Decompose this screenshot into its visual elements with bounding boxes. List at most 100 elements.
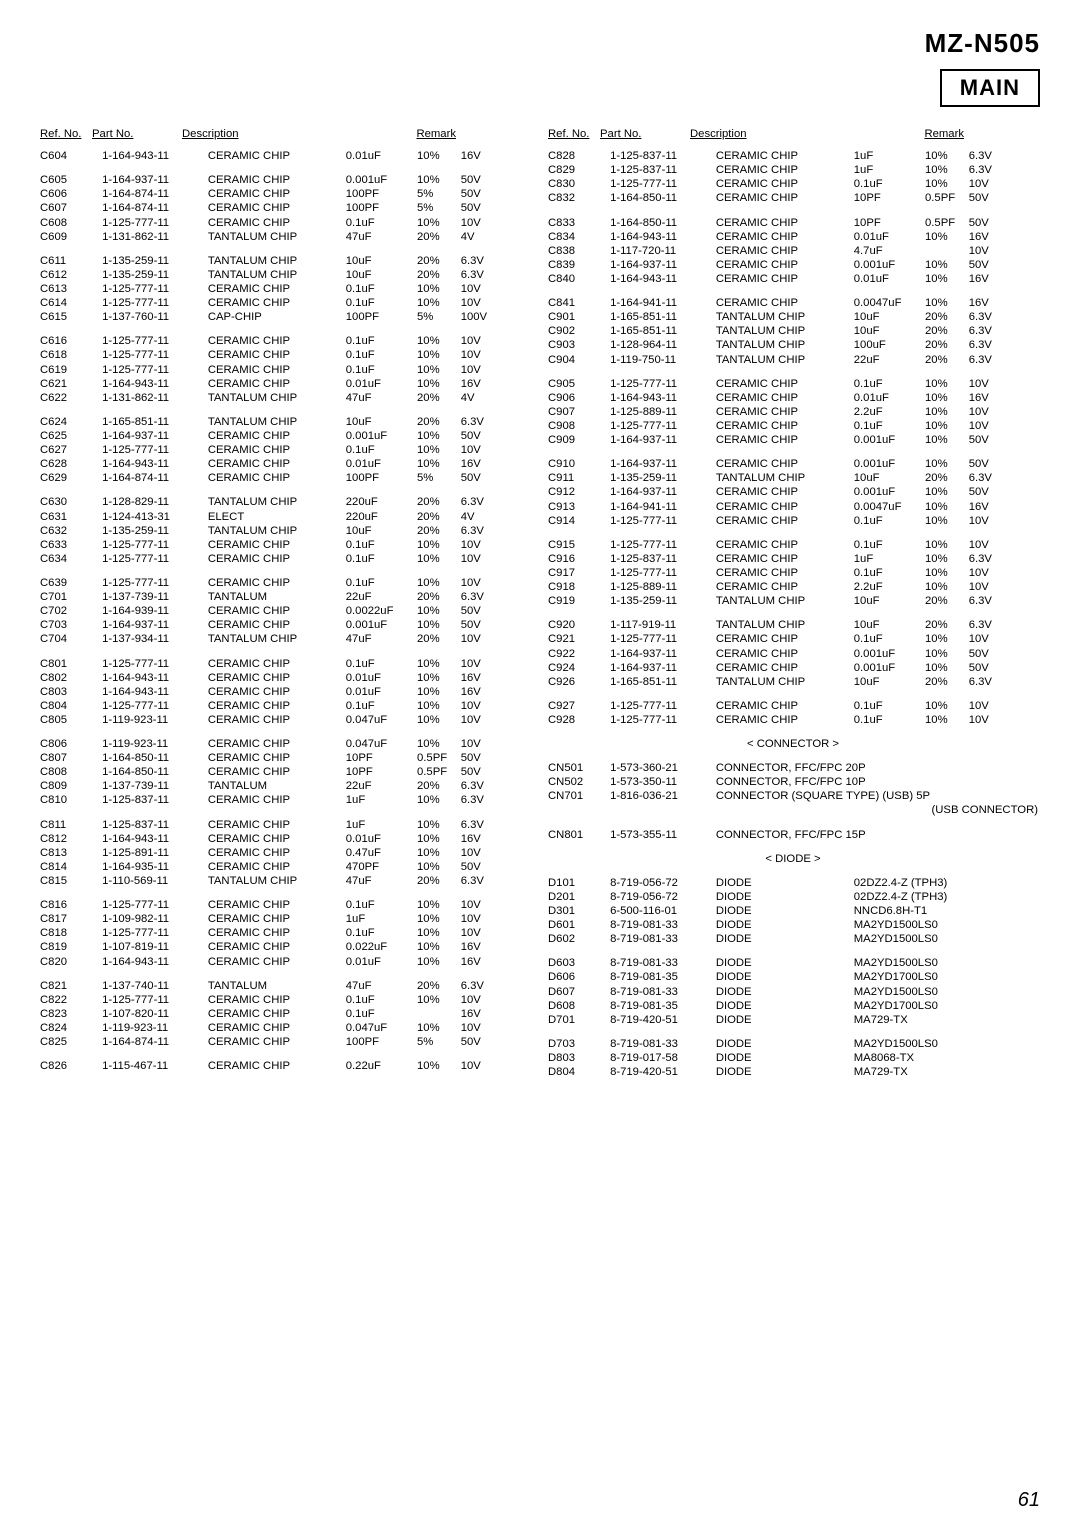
table-row: C7031-164-937-11CERAMIC CHIP0.001uF10%50…: [40, 618, 532, 632]
table-row: C6321-135-259-11TANTALUM CHIP10uF20%6.3V: [40, 524, 532, 538]
table-row: C6311-124-413-31ELECT220uF20%4V: [40, 510, 532, 524]
table-row: C8031-164-943-11CERAMIC CHIP0.01uF10%16V: [40, 685, 532, 699]
table-row: C9061-164-943-11CERAMIC CHIP0.01uF10%16V: [548, 391, 1040, 405]
table-row: CN8011-573-355-11CONNECTOR, FFC/FPC 15P: [548, 828, 1040, 842]
table-row: C8151-110-569-11TANTALUM CHIP47uF20%6.3V: [40, 874, 532, 888]
table-row: D6078-719-081-33DIODEMA2YD1500LS0: [548, 985, 1040, 999]
hdr-desc: Description: [182, 127, 300, 141]
table-row: C9171-125-777-11CERAMIC CHIP0.1uF10%10V: [548, 566, 1040, 580]
table-row: D8048-719-420-51DIODEMA729-TX: [548, 1065, 1040, 1079]
table-row: C8171-109-982-11CERAMIC CHIP1uF10%10V: [40, 912, 532, 926]
table-row: C6091-131-862-11TANTALUM CHIP47uF20%4V: [40, 230, 532, 244]
table-row: C9041-119-750-11TANTALUM CHIP22uF20%6.3V: [548, 353, 1040, 367]
table-row: C7021-164-939-11CERAMIC CHIP0.0022uF10%5…: [40, 604, 532, 618]
table-row: C6081-125-777-11CERAMIC CHIP0.1uF10%10V: [40, 216, 532, 230]
table-row: C8331-164-850-11CERAMIC CHIP10PF0.5PF50V: [548, 216, 1040, 230]
hdr-part: Part No.: [92, 127, 182, 141]
table-row: C8121-164-943-11CERAMIC CHIP0.01uF10%16V: [40, 832, 532, 846]
section-label: < DIODE >: [548, 852, 1040, 866]
table-row: C6151-137-760-11CAP-CHIP100PF5%100V: [40, 310, 532, 324]
table-row: C6331-125-777-11CERAMIC CHIP0.1uF10%10V: [40, 538, 532, 552]
table-row: C9011-165-851-11TANTALUM CHIP10uF20%6.3V: [548, 310, 1040, 324]
table-row: C9091-164-937-11CERAMIC CHIP0.001uF10%50…: [548, 433, 1040, 447]
table-row: C8111-125-837-11CERAMIC CHIP1uF10%6.3V: [40, 818, 532, 832]
table-row: C8011-125-777-11CERAMIC CHIP0.1uF10%10V: [40, 657, 532, 671]
table-row: C6281-164-943-11CERAMIC CHIP0.01uF10%16V: [40, 457, 532, 471]
table-row: C6041-164-943-11CERAMIC CHIP0.01uF10%16V: [40, 149, 532, 163]
hdr-desc: Description: [690, 127, 808, 141]
table-row: C8021-164-943-11CERAMIC CHIP0.01uF10%16V: [40, 671, 532, 685]
table-row: C9071-125-889-11CERAMIC CHIP2.2uF10%10V: [548, 405, 1040, 419]
table-row: C9181-125-889-11CERAMIC CHIP2.2uF10%10V: [548, 580, 1040, 594]
table-row: C8261-115-467-11CERAMIC CHIP0.22uF10%10V: [40, 1059, 532, 1073]
right-column: Ref. No. Part No. Description Remark C82…: [548, 127, 1040, 1079]
page: MZ-N505 MAIN Ref. No. Part No. Descripti…: [0, 0, 1080, 1528]
table-row: C6191-125-777-11CERAMIC CHIP0.1uF10%10V: [40, 363, 532, 377]
table-row: C9211-125-777-11CERAMIC CHIP0.1uF10%10V: [548, 632, 1040, 646]
table-row: C8401-164-943-11CERAMIC CHIP0.01uF10%16V: [548, 272, 1040, 286]
table-row: C8181-125-777-11CERAMIC CHIP0.1uF10%10V: [40, 926, 532, 940]
table-row: C6121-135-259-11TANTALUM CHIP10uF20%6.3V: [40, 268, 532, 282]
right-table: C8281-125-837-11CERAMIC CHIP1uF10%6.3VC8…: [548, 149, 1040, 1079]
table-row: C8301-125-777-11CERAMIC CHIP0.1uF10%10V: [548, 177, 1040, 191]
table-row: D6068-719-081-35DIODEMA2YD1700LS0: [548, 970, 1040, 984]
table-row: D6018-719-081-33DIODEMA2YD1500LS0: [548, 918, 1040, 932]
table-row: C9021-165-851-11TANTALUM CHIP10uF20%6.3V: [548, 324, 1040, 338]
table-row: C8291-125-837-11CERAMIC CHIP1uF10%6.3V: [548, 163, 1040, 177]
table-row: C8091-137-739-11TANTALUM22uF20%6.3V: [40, 779, 532, 793]
table-row: C9201-117-919-11TANTALUM CHIP10uF20%6.3V: [548, 618, 1040, 632]
table-row: C8221-125-777-11CERAMIC CHIP0.1uF10%10V: [40, 993, 532, 1007]
table-row: C6271-125-777-11CERAMIC CHIP0.1uF10%10V: [40, 443, 532, 457]
table-row: C6131-125-777-11CERAMIC CHIP0.1uF10%10V: [40, 282, 532, 296]
table-row: C9051-125-777-11CERAMIC CHIP0.1uF10%10V: [548, 377, 1040, 391]
table-row: C9131-164-941-11CERAMIC CHIP0.0047uF10%1…: [548, 500, 1040, 514]
table-row: C9281-125-777-11CERAMIC CHIP0.1uF10%10V: [548, 713, 1040, 727]
table-row: D6038-719-081-33DIODEMA2YD1500LS0: [548, 956, 1040, 970]
table-row: C8131-125-891-11CERAMIC CHIP0.47uF10%10V: [40, 846, 532, 860]
table-row: CN7011-816-036-21CONNECTOR (SQUARE TYPE)…: [548, 789, 1040, 803]
table-row: C8381-117-720-11CERAMIC CHIP4.7uF10V: [548, 244, 1040, 258]
right-header: Ref. No. Part No. Description Remark: [548, 127, 1040, 141]
table-row: C8201-164-943-11CERAMIC CHIP0.01uF10%16V: [40, 955, 532, 969]
table-row: C6301-128-829-11TANTALUM CHIP220uF20%6.3…: [40, 495, 532, 509]
table-row: C8081-164-850-11CERAMIC CHIP10PF0.5PF50V: [40, 765, 532, 779]
table-row: C9271-125-777-11CERAMIC CHIP0.1uF10%10V: [548, 699, 1040, 713]
table-row: C6061-164-874-11CERAMIC CHIP100PF5%50V: [40, 187, 532, 201]
table-row: D7038-719-081-33DIODEMA2YD1500LS0: [548, 1037, 1040, 1051]
table-row: C9191-135-259-11TANTALUM CHIP10uF20%6.3V: [548, 594, 1040, 608]
table-row: C8101-125-837-11CERAMIC CHIP1uF10%6.3V: [40, 793, 532, 807]
table-row: C9031-128-964-11TANTALUM CHIP100uF20%6.3…: [548, 338, 1040, 352]
table-row: D6028-719-081-33DIODEMA2YD1500LS0: [548, 932, 1040, 946]
table-row: C9141-125-777-11CERAMIC CHIP0.1uF10%10V: [548, 514, 1040, 528]
hdr-ref: Ref. No.: [40, 127, 92, 141]
table-row: C6111-135-259-11TANTALUM CHIP10uF20%6.3V: [40, 254, 532, 268]
table-row: D1018-719-056-72DIODE02DZ2.4-Z (TPH3): [548, 876, 1040, 890]
table-row: C8321-164-850-11CERAMIC CHIP10PF0.5PF50V: [548, 191, 1040, 205]
table-row: C6251-164-937-11CERAMIC CHIP0.001uF10%50…: [40, 429, 532, 443]
table-row: C9241-164-937-11CERAMIC CHIP0.001uF10%50…: [548, 661, 1040, 675]
table-row: C6221-131-862-11TANTALUM CHIP47uF20%4V: [40, 391, 532, 405]
table-row: C6141-125-777-11CERAMIC CHIP0.1uF10%10V: [40, 296, 532, 310]
table-row: C6211-164-943-11CERAMIC CHIP0.01uF10%16V: [40, 377, 532, 391]
parts-columns: Ref. No. Part No. Description Remark C60…: [40, 127, 1040, 1079]
table-row: C8251-164-874-11CERAMIC CHIP100PF5%50V: [40, 1035, 532, 1049]
table-row: C6291-164-874-11CERAMIC CHIP100PF5%50V: [40, 471, 532, 485]
table-row: C6051-164-937-11CERAMIC CHIP0.001uF10%50…: [40, 173, 532, 187]
table-row: C6181-125-777-11CERAMIC CHIP0.1uF10%10V: [40, 348, 532, 362]
table-row: C9081-125-777-11CERAMIC CHIP0.1uF10%10V: [548, 419, 1040, 433]
table-row: D8038-719-017-58DIODEMA8068-TX: [548, 1051, 1040, 1065]
table-row: C9221-164-937-11CERAMIC CHIP0.001uF10%50…: [548, 647, 1040, 661]
table-row: C8391-164-937-11CERAMIC CHIP0.001uF10%50…: [548, 258, 1040, 272]
table-row: C9261-165-851-11TANTALUM CHIP10uF20%6.3V: [548, 675, 1040, 689]
table-row: C8041-125-777-11CERAMIC CHIP0.1uF10%10V: [40, 699, 532, 713]
hdr-ref: Ref. No.: [548, 127, 600, 141]
table-row: C8141-164-935-11CERAMIC CHIP470PF10%50V: [40, 860, 532, 874]
hdr-remark: Remark: [396, 127, 456, 141]
table-row: C8341-164-943-11CERAMIC CHIP0.01uF10%16V: [548, 230, 1040, 244]
table-row: D2018-719-056-72DIODE02DZ2.4-Z (TPH3): [548, 890, 1040, 904]
table-row: D7018-719-420-51DIODEMA729-TX: [548, 1013, 1040, 1027]
table-row: CN5011-573-360-21CONNECTOR, FFC/FPC 20P: [548, 761, 1040, 775]
table-row: C8231-107-820-11CERAMIC CHIP0.1uF16V: [40, 1007, 532, 1021]
table-row: C8071-164-850-11CERAMIC CHIP10PF0.5PF50V: [40, 751, 532, 765]
model-number: MZ-N505: [40, 28, 1040, 59]
